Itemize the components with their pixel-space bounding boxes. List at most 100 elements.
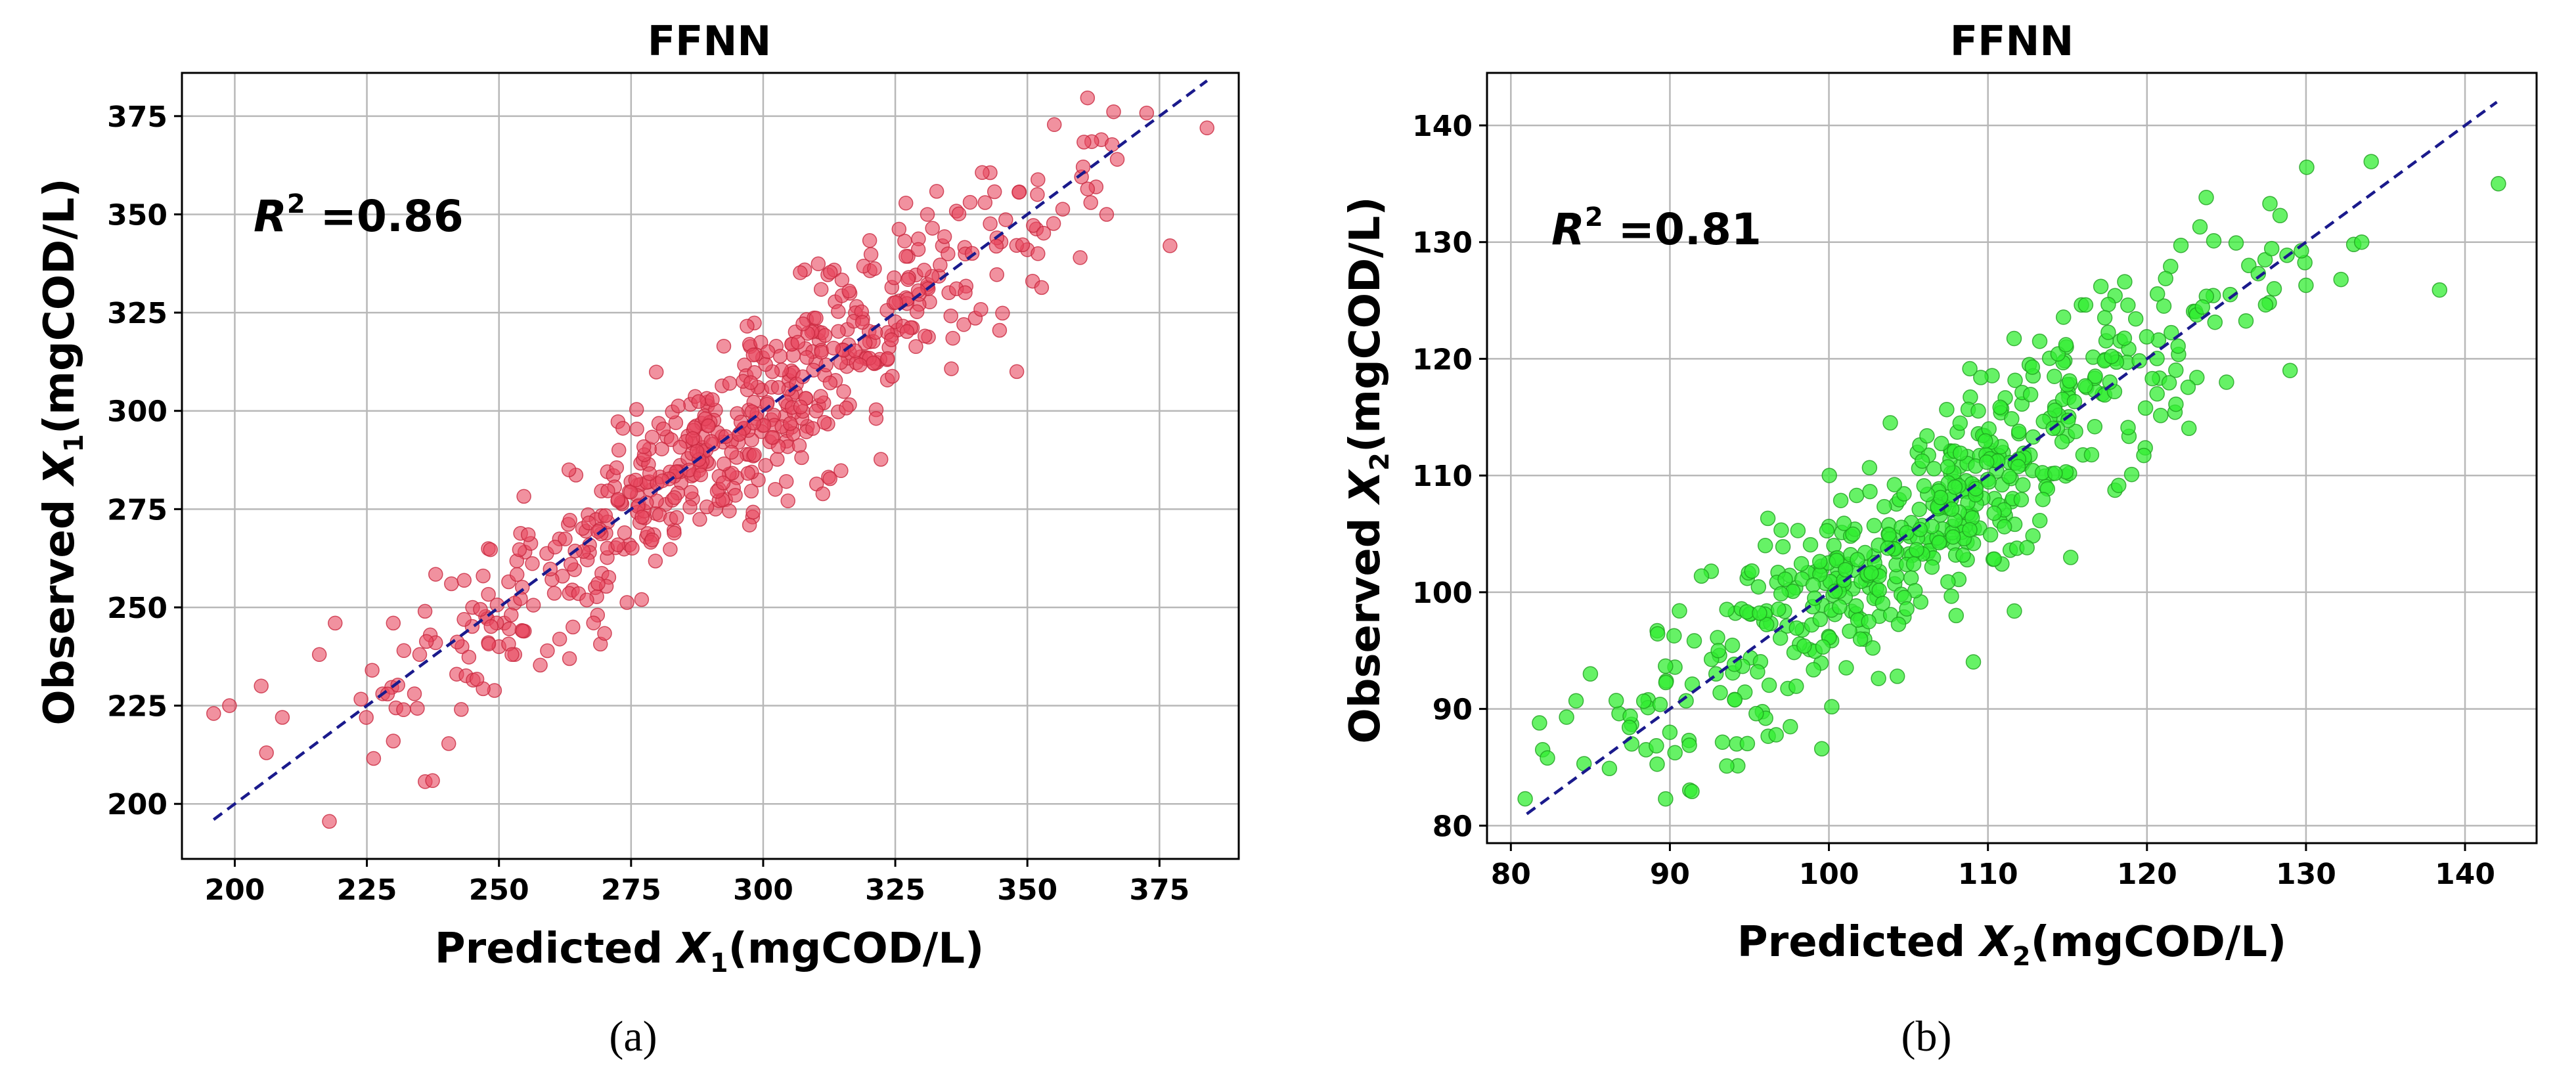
y-axis-label-unit-b: (mgCOD/L) <box>1341 196 1390 452</box>
data-point <box>1850 552 1865 567</box>
data-point <box>2266 281 2282 297</box>
data-point <box>683 485 699 500</box>
data-point <box>2047 403 2063 418</box>
r2-annotation-a: R2 =0.86 <box>254 189 464 242</box>
data-point <box>2104 349 2120 364</box>
data-point <box>1992 399 2008 416</box>
data-point <box>742 517 757 533</box>
data-point <box>1772 630 1788 646</box>
data-point <box>353 691 368 707</box>
x-ticks-a: 200 225 250 275 300 325 350 375 <box>205 859 1189 907</box>
data-point <box>867 261 882 276</box>
x-axis-label-unit-b: (mgCOD/L) <box>2031 918 2287 967</box>
data-point <box>1962 361 1978 377</box>
data-point <box>648 364 664 380</box>
data-point <box>1932 489 1949 506</box>
data-point <box>1083 195 1098 210</box>
data-point <box>1139 105 1155 121</box>
data-point <box>1099 207 1115 222</box>
data-point <box>2263 240 2280 257</box>
data-point <box>933 257 948 273</box>
data-point <box>1919 428 1935 444</box>
data-point <box>2149 286 2165 302</box>
data-point <box>2299 159 2315 175</box>
data-point <box>1031 172 1046 187</box>
data-point <box>1760 510 1776 527</box>
data-point <box>2117 274 2133 290</box>
data-point <box>1977 433 1993 449</box>
data-point <box>2206 232 2222 249</box>
data-point <box>2173 237 2189 253</box>
data-point <box>1832 492 1849 508</box>
data-point <box>916 263 932 278</box>
plot-frame-a <box>181 72 1240 860</box>
data-point <box>2015 477 2031 493</box>
data-point <box>790 334 806 350</box>
data-point <box>1806 662 1821 678</box>
data-point <box>1812 611 1829 628</box>
data-point <box>476 568 491 584</box>
data-point <box>917 328 933 344</box>
data-point <box>396 702 411 718</box>
data-point <box>910 242 926 257</box>
data-point <box>2194 299 2211 315</box>
data-point <box>1532 715 1547 731</box>
data-point <box>1775 538 1791 555</box>
data-point <box>2032 513 2048 529</box>
data-point <box>610 537 626 552</box>
data-point <box>1712 685 1728 701</box>
x-axis-label-unit-a: (mgCOD/L) <box>728 925 985 973</box>
data-point <box>2170 338 2186 354</box>
data-point <box>799 350 814 365</box>
data-point <box>929 184 944 199</box>
data-point <box>883 332 899 347</box>
x-axis-label-sub-a: 1 <box>710 948 728 978</box>
data-point <box>809 311 824 326</box>
data-point <box>516 489 531 504</box>
data-point <box>441 736 456 751</box>
chart-panel-b: FFNN 80 90 100 110 120 130 140 80 90 100 110 120 13… <box>1341 17 2538 1060</box>
data-point <box>1662 724 1678 740</box>
data-point <box>598 508 613 523</box>
data-point <box>1568 693 1584 709</box>
data-point <box>1861 460 1878 476</box>
data-point <box>925 221 940 236</box>
data-point <box>897 233 912 249</box>
data-point <box>1896 486 1912 502</box>
data-point <box>1899 601 1915 617</box>
data-point <box>728 487 743 503</box>
data-point <box>2062 550 2079 565</box>
data-point <box>533 657 548 673</box>
fit-line-a <box>212 79 1209 821</box>
data-point <box>2491 176 2506 192</box>
y-axis-label-prefix-a: Observed <box>35 485 84 726</box>
y-tick-label: 120 <box>1412 343 1473 376</box>
data-point <box>502 621 517 636</box>
data-point <box>366 751 382 766</box>
y-axis-label-var-a: X <box>35 450 84 487</box>
data-point <box>669 510 684 525</box>
data-point <box>822 375 838 391</box>
data-point <box>1077 135 1092 150</box>
x-tick-label: 110 <box>1958 858 2018 891</box>
data-point <box>1947 479 1963 495</box>
data-point <box>2156 298 2172 314</box>
y-tick-label: 140 <box>1412 110 1473 143</box>
data-point <box>1911 501 1927 517</box>
data-point <box>1783 718 1798 735</box>
chart-panel-a: FFNN 200 225 250 275 300 325 350 375 2002252502… <box>35 17 1240 1060</box>
data-point <box>386 615 401 631</box>
data-point <box>461 649 477 665</box>
x-axis-label-prefix-a: Predicted <box>435 925 678 973</box>
data-point <box>1009 364 1025 380</box>
x-tick-label: 325 <box>865 873 925 907</box>
data-point <box>473 601 488 617</box>
data-point <box>444 576 459 592</box>
x-tick-label: 130 <box>2276 858 2336 891</box>
data-point <box>1693 568 1710 584</box>
data-point <box>899 249 914 264</box>
data-point <box>758 458 773 473</box>
data-point <box>1811 554 1828 570</box>
data-point <box>868 410 884 426</box>
data-point <box>547 539 563 555</box>
